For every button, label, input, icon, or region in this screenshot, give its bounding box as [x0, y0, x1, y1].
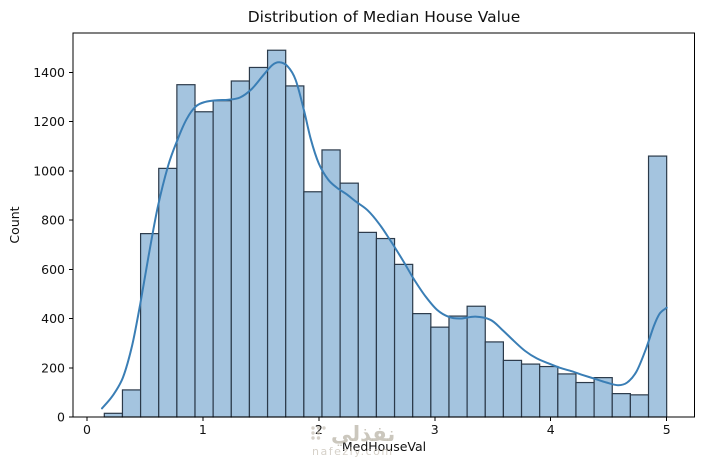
- histogram-bar: [629, 394, 650, 418]
- histogram-bar: [393, 263, 414, 418]
- histogram-bar: [502, 359, 523, 418]
- y-tick-label: 400: [41, 311, 65, 326]
- y-axis-label: Count: [7, 206, 22, 243]
- histogram-bar: [611, 393, 631, 418]
- histogram-bar: [539, 365, 559, 418]
- y-tick-label: 600: [41, 262, 65, 277]
- histogram-bar: [430, 326, 450, 418]
- histogram-bar: [103, 412, 124, 418]
- histogram-bar: [230, 80, 251, 418]
- y-tick-label: 200: [41, 360, 65, 375]
- histogram-bar: [357, 231, 378, 418]
- histogram-bar: [121, 389, 142, 418]
- x-tick-label: 1: [199, 422, 207, 437]
- chart-title: Distribution of Median House Value: [248, 8, 521, 26]
- x-tick-label: 2: [315, 422, 323, 437]
- histogram-bar: [575, 381, 595, 418]
- histogram-bar: [375, 237, 396, 418]
- histogram-bar: [158, 167, 178, 418]
- kde-curve: [101, 61, 668, 410]
- x-tick-label: 4: [547, 422, 555, 437]
- histogram-bar: [248, 66, 269, 418]
- histogram-bar: [557, 373, 577, 418]
- histogram-bar: [647, 155, 668, 418]
- histogram-bar: [194, 111, 214, 418]
- histogram-bar: [285, 85, 305, 418]
- y-tick-label: 0: [57, 410, 65, 425]
- histogram-bar: [266, 49, 287, 418]
- y-tick-label: 1200: [33, 114, 65, 129]
- plot-border: [72, 32, 695, 418]
- histogram-bar: [321, 149, 341, 418]
- x-axis-label: MedHouseVal: [342, 439, 426, 454]
- histogram-bar: [448, 315, 468, 418]
- histogram-bar: [339, 182, 359, 418]
- histogram-bar: [466, 305, 486, 418]
- x-tick-label: 5: [663, 422, 671, 437]
- histogram-bar: [412, 313, 432, 418]
- y-tick-label: 800: [41, 213, 65, 228]
- histogram-bar: [484, 341, 505, 418]
- histogram-bar: [303, 191, 323, 418]
- histogram-bar: [520, 363, 541, 418]
- x-tick-label: 0: [83, 422, 91, 437]
- histogram-bar: [139, 233, 160, 418]
- histogram-bar: [212, 100, 232, 418]
- y-tick-label: 1400: [33, 65, 65, 80]
- kde-layer: [101, 61, 668, 410]
- y-tick-label: 1000: [33, 163, 65, 178]
- x-tick-label: 3: [431, 422, 439, 437]
